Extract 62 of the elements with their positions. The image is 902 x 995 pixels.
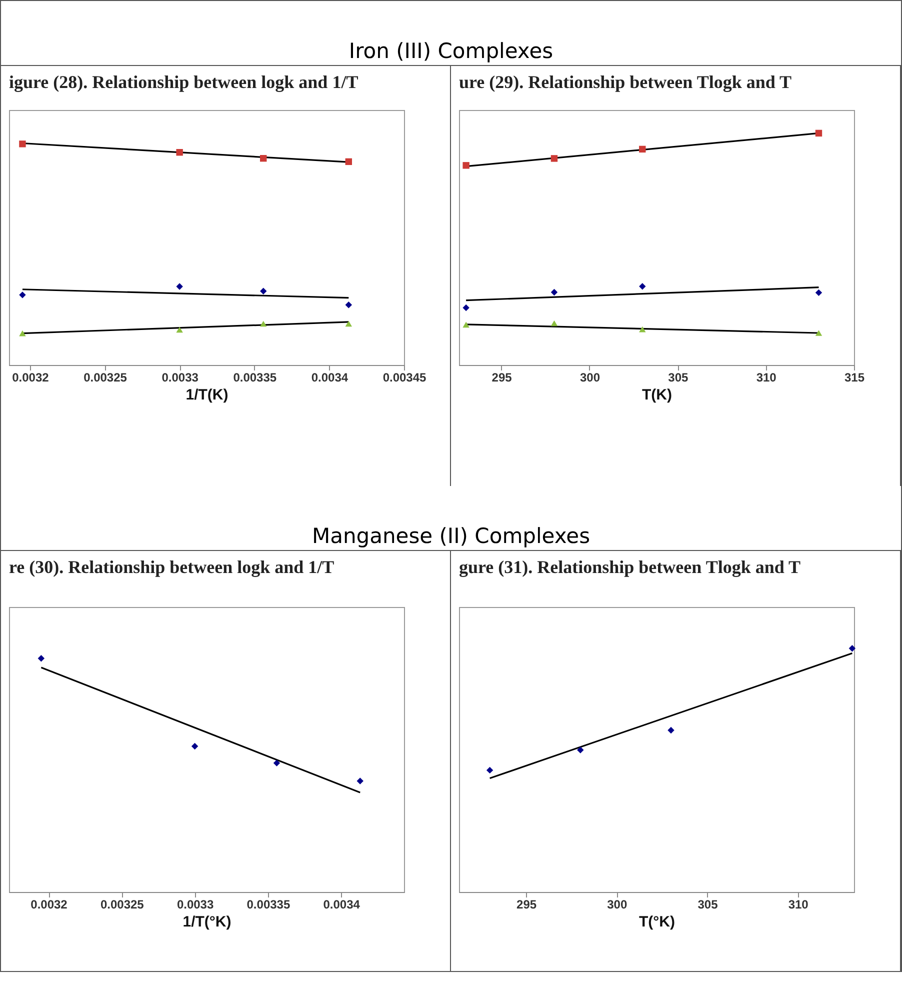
x-tick-label: 0.0034 — [323, 898, 360, 912]
point — [260, 154, 267, 162]
x-tick-label: 300 — [607, 898, 628, 912]
x-tick-label: 310 — [788, 898, 809, 912]
point — [815, 330, 822, 336]
point — [260, 288, 267, 295]
x-axis-title: 1/T(K) — [186, 386, 228, 404]
point — [639, 146, 646, 153]
point — [345, 158, 352, 166]
x-tick-label: 315 — [844, 370, 865, 384]
point — [462, 322, 470, 328]
point — [176, 149, 183, 156]
point — [273, 760, 280, 766]
point — [815, 289, 822, 296]
x-axis-title: T(K) — [642, 386, 672, 404]
x-tick-label: 0.0032 — [30, 898, 68, 912]
point — [260, 320, 267, 327]
text: Iron (III) Complexes — [1, 1, 901, 66]
point — [462, 162, 470, 169]
x-axis-title: 1/T(°K) — [182, 914, 232, 930]
x-tick-label: 300 — [580, 370, 600, 384]
point — [639, 283, 646, 290]
point — [356, 778, 364, 784]
point — [19, 330, 26, 336]
x-tick-label: 305 — [668, 370, 688, 384]
x-tick-label: 0.00335 — [246, 898, 290, 912]
point — [550, 155, 558, 162]
x-tick-label: 295 — [492, 370, 512, 384]
x-tick-label: 0.00325 — [100, 898, 144, 912]
point — [639, 326, 646, 332]
chart-title: re (30). Relationship between logk and 1/T — [9, 557, 334, 577]
text: Manganese (II) Complexes — [1, 486, 901, 551]
point — [577, 746, 584, 754]
x-tick-label: 0.0033 — [176, 898, 214, 912]
point — [550, 320, 558, 326]
point — [176, 283, 183, 290]
chart-title: igure (28). Relationship between logk and 1/T — [9, 72, 358, 92]
chart-title: ure (29). Relationship between Tlogk and T — [459, 72, 792, 92]
point — [345, 302, 352, 308]
x-axis-title: T(°K) — [639, 914, 675, 930]
point — [191, 742, 198, 750]
point — [19, 292, 26, 298]
point — [176, 326, 183, 333]
x-tick-label: 0.00345 — [382, 370, 427, 384]
chart-title: gure (31). Relationship between Tlogk and T — [459, 557, 801, 577]
x-tick-label: 0.0032 — [12, 370, 50, 384]
point — [38, 655, 45, 662]
point — [345, 320, 352, 327]
point — [19, 140, 26, 148]
point — [815, 130, 822, 137]
x-tick-label: 295 — [516, 898, 537, 912]
point — [668, 726, 674, 734]
x-tick-label: 0.0034 — [311, 370, 348, 384]
x-tick-label: 305 — [698, 898, 718, 912]
x-tick-label: 310 — [756, 370, 777, 384]
point — [550, 288, 558, 296]
x-tick-label: 0.00325 — [84, 370, 128, 384]
point — [848, 645, 856, 652]
point — [462, 304, 470, 312]
x-tick-label: 0.00335 — [233, 370, 277, 384]
point — [486, 766, 494, 774]
x-tick-label: 0.0033 — [162, 370, 199, 384]
